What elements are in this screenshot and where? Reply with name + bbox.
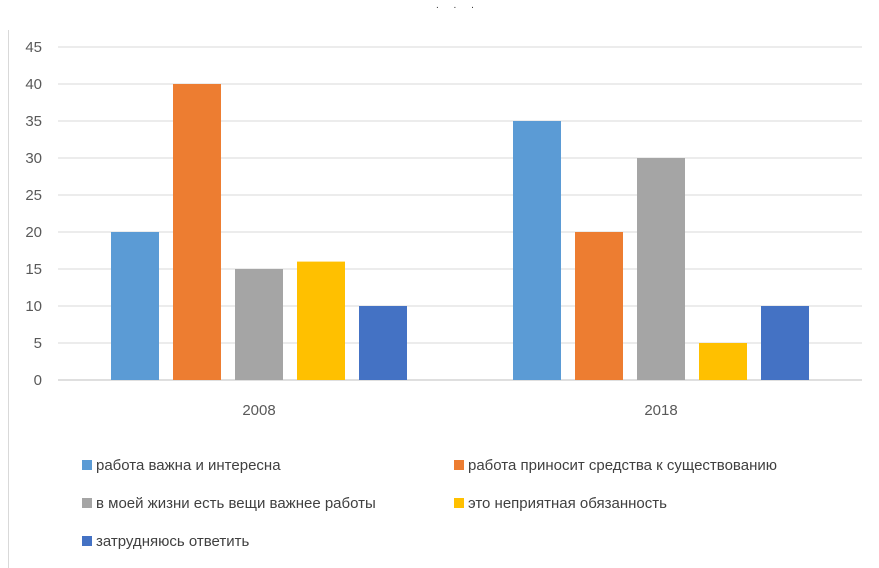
legend-label: затрудняюсь ответить xyxy=(96,532,250,550)
legend-row: в моей жизни есть вещи важнее работы это… xyxy=(82,484,862,522)
legend-item: это неприятная обязанность xyxy=(454,495,667,512)
bar xyxy=(575,232,623,380)
y-tick-label: 40 xyxy=(25,76,42,93)
bar xyxy=(111,232,159,380)
legend-swatch xyxy=(82,536,92,546)
legend-item: в моей жизни есть вещи важнее работы xyxy=(82,495,454,512)
bar xyxy=(637,158,685,380)
legend-item: работа важна и интересна xyxy=(82,457,454,474)
bar xyxy=(297,261,345,380)
legend-label: работа важна и интересна xyxy=(96,456,281,474)
legend-label: в моей жизни есть вещи важнее работы xyxy=(96,494,376,512)
bar xyxy=(699,343,747,380)
y-tick-label: 0 xyxy=(34,372,42,389)
title-fragment: . . . xyxy=(436,0,480,11)
bar xyxy=(173,84,221,380)
plot-area: 0 5 10 15 20 25 30 35 40 45 2008 2018 xyxy=(25,39,862,419)
chart-frame-border xyxy=(8,30,9,568)
y-tick-label: 15 xyxy=(25,261,42,278)
legend: работа важна и интересна работа приносит… xyxy=(82,446,862,560)
bar xyxy=(513,121,561,380)
bar xyxy=(235,269,283,380)
legend-swatch xyxy=(82,460,92,470)
legend-swatch xyxy=(454,498,464,508)
legend-swatch xyxy=(454,460,464,470)
y-tick-label: 30 xyxy=(25,150,42,167)
legend-row: затрудняюсь ответить xyxy=(82,522,862,560)
legend-item: работа приносит средства к существованию xyxy=(454,457,777,474)
bar xyxy=(359,306,407,380)
legend-label: работа приносит средства к существованию xyxy=(468,456,777,474)
legend-swatch xyxy=(82,498,92,508)
legend-row: работа важна и интересна работа приносит… xyxy=(82,446,862,484)
y-tick-label: 5 xyxy=(34,335,42,352)
x-tick-label: 2008 xyxy=(242,402,275,419)
y-tick-label: 35 xyxy=(25,113,42,130)
legend-label: это неприятная обязанность xyxy=(468,494,667,512)
y-tick-label: 20 xyxy=(25,224,42,241)
bar xyxy=(761,306,809,380)
x-tick-label: 2018 xyxy=(644,402,677,419)
y-tick-label: 45 xyxy=(25,39,42,56)
legend-item: затрудняюсь ответить xyxy=(82,533,454,550)
y-tick-label: 25 xyxy=(25,187,42,204)
y-tick-label: 10 xyxy=(25,298,42,315)
